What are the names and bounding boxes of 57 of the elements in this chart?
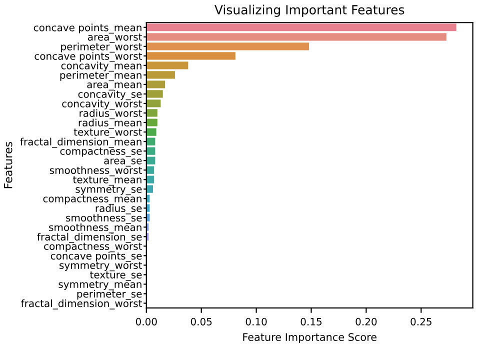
y-axis-title: Features (4, 142, 12, 188)
y-tick-label: fractal_dimension_se (37, 232, 142, 243)
y-tick-label: perimeter_mean (60, 71, 142, 82)
y-tick-label: texture_se (90, 271, 142, 281)
x-tick-label: 0.25 (410, 318, 432, 326)
y-tick-label: concavity_se (78, 90, 142, 100)
y-tick-label: perimeter_worst (61, 42, 142, 53)
y-tick-label: concave points_worst (34, 52, 142, 62)
bar (146, 80, 166, 88)
bar (146, 42, 310, 50)
y-tick-label: radius_mean (78, 118, 142, 129)
chart-title: Visualizing Important Features (214, 4, 404, 17)
x-axis-title: Feature Importance Score (243, 333, 376, 344)
y-tick-label: concave points_mean (34, 24, 142, 34)
bar (146, 156, 156, 164)
y-tick-label: area_worst (88, 34, 142, 43)
bar (146, 138, 156, 146)
y-tick-label: area_mean (87, 82, 142, 90)
bar (146, 109, 158, 117)
y-tick-label: smoothness_se (66, 214, 142, 224)
bar (146, 62, 188, 70)
y-tick-label: symmetry_se (76, 186, 142, 196)
y-tick-label: concavity_worst (62, 100, 142, 110)
y-tick-label: perimeter_se (77, 290, 142, 300)
y-tick-label: area_se (104, 158, 142, 167)
x-tick-label: 0.05 (190, 318, 212, 326)
bar (146, 128, 156, 136)
bar (146, 185, 153, 193)
bar (146, 100, 161, 108)
y-tick-label: compactness_worst (44, 242, 142, 252)
y-tick-label: texture_mean (73, 176, 142, 186)
y-tick-label: concavity_mean (61, 62, 142, 72)
bar (146, 33, 446, 41)
y-tick-label: fractal_dimension_worst (21, 299, 142, 310)
bar (146, 118, 158, 126)
x-tick-label: 0.10 (246, 318, 267, 326)
y-tick-label: smoothness_mean (49, 223, 142, 234)
bar (146, 147, 156, 155)
y-tick-label: texture_worst (74, 128, 142, 138)
y-tick-label: smoothness_worst (50, 166, 142, 176)
y-tick-label: symmetry_mean (58, 280, 142, 290)
y-tick-label: compactness_se (60, 148, 142, 158)
bar (146, 52, 236, 60)
y-tick-label: radius_worst (80, 109, 142, 120)
y-tick-label: radius_se (96, 204, 142, 214)
bar (146, 71, 175, 79)
x-tick-label: 0.20 (356, 318, 377, 326)
bar (146, 176, 154, 184)
y-tick-label: fractal_dimension_mean (20, 138, 142, 148)
bar (146, 24, 456, 32)
y-tick-label: concave points_se (50, 252, 142, 262)
x-tick-label: 0.00 (136, 318, 157, 326)
y-tick-label: compactness_mean (43, 195, 142, 205)
y-tick-label: symmetry_worst (60, 262, 142, 272)
bar (146, 166, 154, 174)
x-tick-label: 0.15 (300, 318, 322, 326)
bar (146, 90, 163, 98)
